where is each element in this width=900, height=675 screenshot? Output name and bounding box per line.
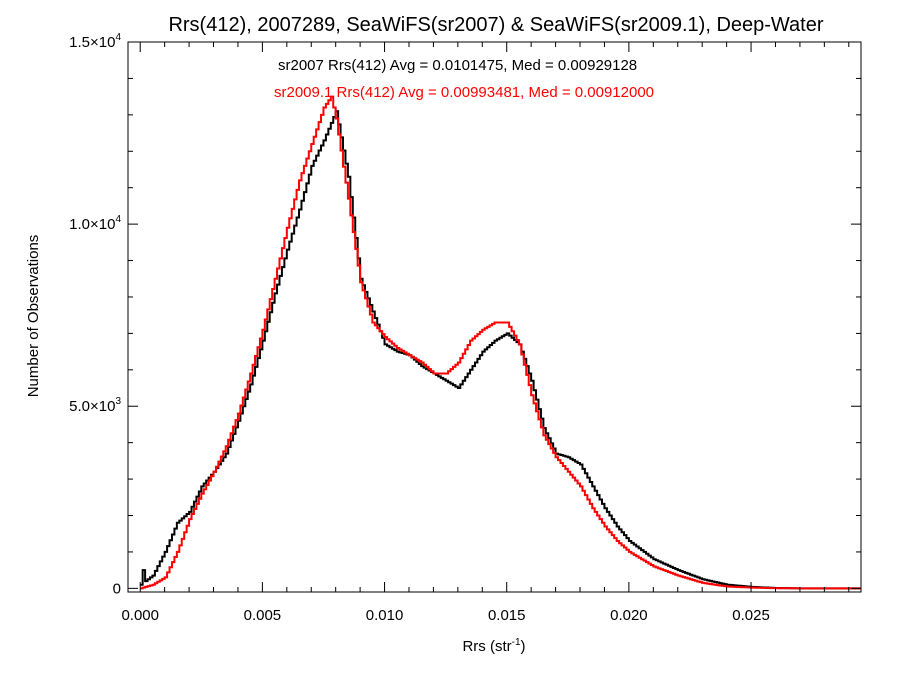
y-axis-label: Number of Observations	[25, 235, 42, 398]
x-tick-label: 0.000	[121, 607, 159, 624]
x-tick-label: 0.025	[732, 607, 770, 624]
y-tick-label: 1.5×104	[69, 32, 121, 51]
y-tick-label: 5.0×103	[69, 396, 121, 415]
series-line-sr2009	[140, 95, 861, 590]
plot-frame	[127, 41, 862, 593]
x-tick-label: 0.020	[610, 607, 648, 624]
chart-title: Rrs(412), 2007289, SeaWiFS(sr2007) & Sea…	[168, 14, 823, 36]
x-tick-label: 0.005	[244, 607, 282, 624]
y-tick-label: 0	[113, 580, 121, 597]
stat-annotation-sr2009: sr2009.1 Rrs(412) Avg = 0.00993481, Med …	[274, 84, 654, 101]
x-tick-label: 0.010	[366, 607, 404, 624]
ticks-layer	[128, 41, 861, 592]
x-tick-label: 0.015	[488, 607, 526, 624]
stat-annotation-sr2007: sr2007 Rrs(412) Avg = 0.0101475, Med = 0…	[278, 57, 637, 74]
x-axis-label-close: )	[521, 638, 526, 655]
series-line-sr2007	[140, 110, 861, 590]
tick-labels-layer: 0.000 0.005 0.010 0.015 0.020 0.025 0 5.0×103 1.…	[69, 32, 770, 624]
x-axis-label-main: Rrs (str	[462, 638, 511, 655]
y-tick-label: 1.0×104	[69, 214, 121, 233]
x-axis-label: Rrs (str-1)	[462, 637, 525, 655]
x-axis-label-sup: -1	[512, 637, 521, 648]
series-layer	[140, 95, 861, 590]
